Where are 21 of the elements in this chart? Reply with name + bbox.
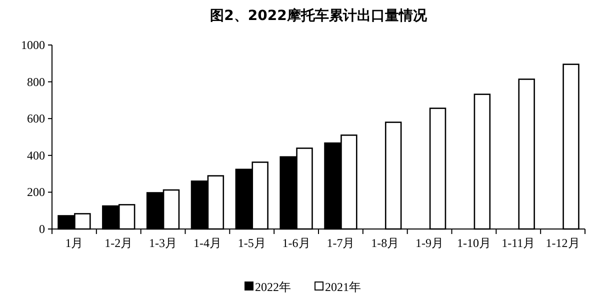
legend-label: 2022年 — [255, 280, 291, 294]
y-tick-label: 0 — [39, 222, 45, 236]
x-tick-label: 1-4月 — [193, 236, 222, 250]
x-tick-label: 1月 — [65, 236, 84, 250]
legend-label: 2021年 — [325, 280, 361, 294]
x-tick-label: 1-5月 — [238, 236, 266, 250]
y-tick-label: 200 — [27, 185, 45, 200]
x-tick-label: 1-3月 — [149, 236, 178, 250]
y-tick-label: 800 — [27, 74, 45, 89]
x-tick-label: 1-8月 — [371, 236, 400, 250]
y-tick-label: 1000 — [21, 38, 45, 52]
x-tick-label: 1-6月 — [282, 236, 310, 250]
x-tick-label: 1-2月 — [104, 236, 133, 250]
y-tick-label: 400 — [27, 148, 45, 162]
x-tick-label: 1-12月 — [546, 236, 580, 250]
x-tick-label: 1-7月 — [326, 236, 355, 250]
y-tick-label: 600 — [27, 112, 45, 126]
x-tick-label: 1-11月 — [502, 236, 536, 250]
title: 图2、2022摩托车累计出口量情况 — [210, 8, 427, 24]
x-tick-label: 1-9月 — [416, 236, 444, 250]
x-tick-label: 1-10月 — [456, 236, 491, 250]
